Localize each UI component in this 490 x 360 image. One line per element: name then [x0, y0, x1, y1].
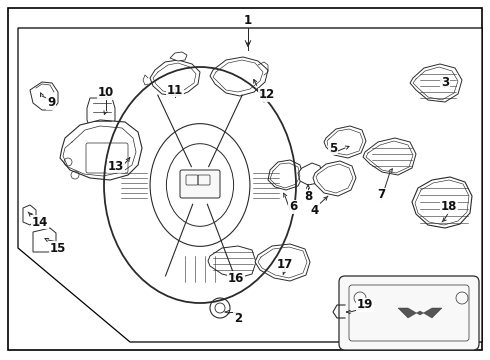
Polygon shape	[60, 120, 142, 180]
Polygon shape	[410, 64, 462, 102]
Text: 12: 12	[259, 89, 275, 102]
Text: 16: 16	[228, 271, 244, 284]
Polygon shape	[255, 244, 310, 281]
Polygon shape	[87, 98, 115, 128]
Text: 4: 4	[311, 203, 319, 216]
Text: 1: 1	[244, 13, 252, 27]
Text: 8: 8	[304, 190, 312, 203]
Polygon shape	[363, 138, 416, 175]
Text: 6: 6	[289, 201, 297, 213]
Polygon shape	[210, 57, 268, 96]
Polygon shape	[398, 308, 442, 318]
Polygon shape	[23, 205, 36, 225]
Text: 11: 11	[167, 84, 183, 96]
Text: 10: 10	[98, 86, 114, 99]
Polygon shape	[268, 160, 303, 190]
Polygon shape	[30, 82, 58, 110]
Text: 15: 15	[50, 242, 66, 255]
FancyBboxPatch shape	[339, 276, 479, 350]
Text: 2: 2	[234, 311, 242, 324]
Text: 17: 17	[277, 258, 293, 271]
Polygon shape	[313, 161, 356, 196]
Text: 9: 9	[47, 96, 55, 109]
Text: 19: 19	[357, 298, 373, 311]
Polygon shape	[324, 126, 366, 158]
Polygon shape	[33, 228, 56, 252]
Text: 3: 3	[441, 77, 449, 90]
Text: 7: 7	[377, 189, 385, 202]
Text: 5: 5	[329, 141, 337, 154]
Polygon shape	[18, 28, 482, 342]
Text: 14: 14	[32, 216, 48, 229]
Polygon shape	[150, 60, 200, 96]
Text: 18: 18	[441, 201, 457, 213]
Text: 13: 13	[108, 159, 124, 172]
Polygon shape	[208, 246, 256, 278]
FancyBboxPatch shape	[180, 170, 220, 198]
Polygon shape	[412, 177, 472, 228]
Polygon shape	[170, 52, 187, 61]
Polygon shape	[298, 163, 322, 185]
